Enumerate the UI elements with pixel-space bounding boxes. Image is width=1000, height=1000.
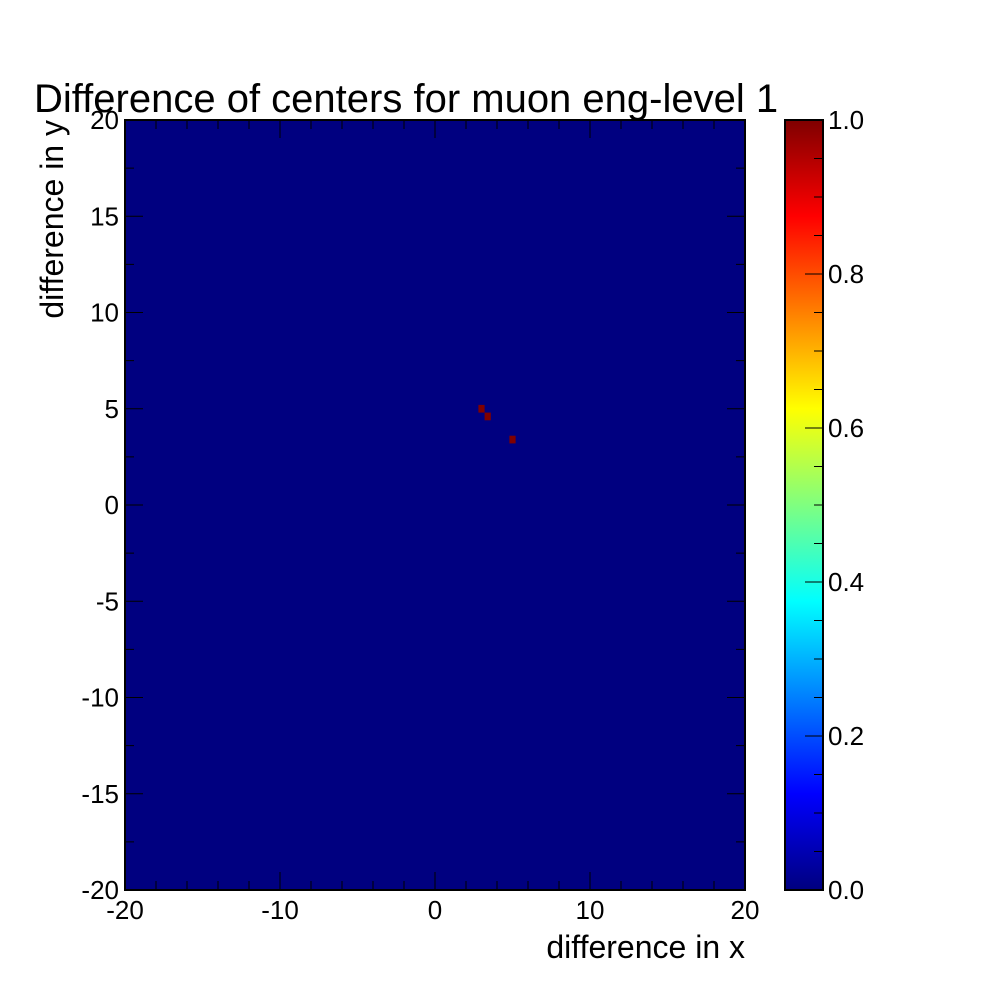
x-tick-label: 10 (576, 895, 605, 925)
data-points (478, 404, 516, 444)
y-tick-label: 15 (90, 201, 119, 231)
y-tick-label: 20 (90, 105, 119, 135)
plot-frame (124, 119, 746, 891)
x-tick-label: 20 (731, 895, 760, 925)
colorbar-tick-label: 0.6 (828, 413, 864, 443)
colorbar-tick-label: 1.0 (828, 105, 864, 135)
colorbar-tick-label: 0.4 (828, 567, 864, 597)
x-axis-title: difference in x (546, 929, 745, 965)
colorbar-tick-label: 0.0 (828, 875, 864, 905)
y-tick-label: 0 (105, 490, 119, 520)
colorbar-tick-label: 0.8 (828, 259, 864, 289)
colorbar-tick-label: 0.2 (828, 721, 864, 751)
y-axis-title: difference in y (34, 120, 70, 319)
x-tick-label: 0 (428, 895, 442, 925)
plot-area (125, 120, 745, 890)
heatmap-cell (478, 404, 485, 413)
x-tick-label: -10 (261, 895, 299, 925)
y-tick-label: -5 (96, 586, 119, 616)
y-tick-label: -20 (81, 875, 119, 905)
heatmap-cell (509, 435, 516, 444)
chart-title: Difference of centers for muon eng-level… (34, 77, 778, 121)
y-tick-label: 5 (105, 394, 119, 424)
heatmap-cell (484, 412, 491, 421)
x-tick-label: -20 (106, 895, 144, 925)
y-tick-label: -15 (81, 779, 119, 809)
x-axis-ticks: -20 -10 0 10 20 (106, 120, 759, 925)
colorbar-ticks: 0.0 0.2 0.4 0.6 0.8 1.0 (805, 105, 864, 905)
y-tick-label: -10 (81, 683, 119, 713)
y-tick-label: 10 (90, 298, 119, 328)
y-axis-ticks: -20 -15 -10 -5 0 5 10 15 20 (81, 105, 745, 905)
